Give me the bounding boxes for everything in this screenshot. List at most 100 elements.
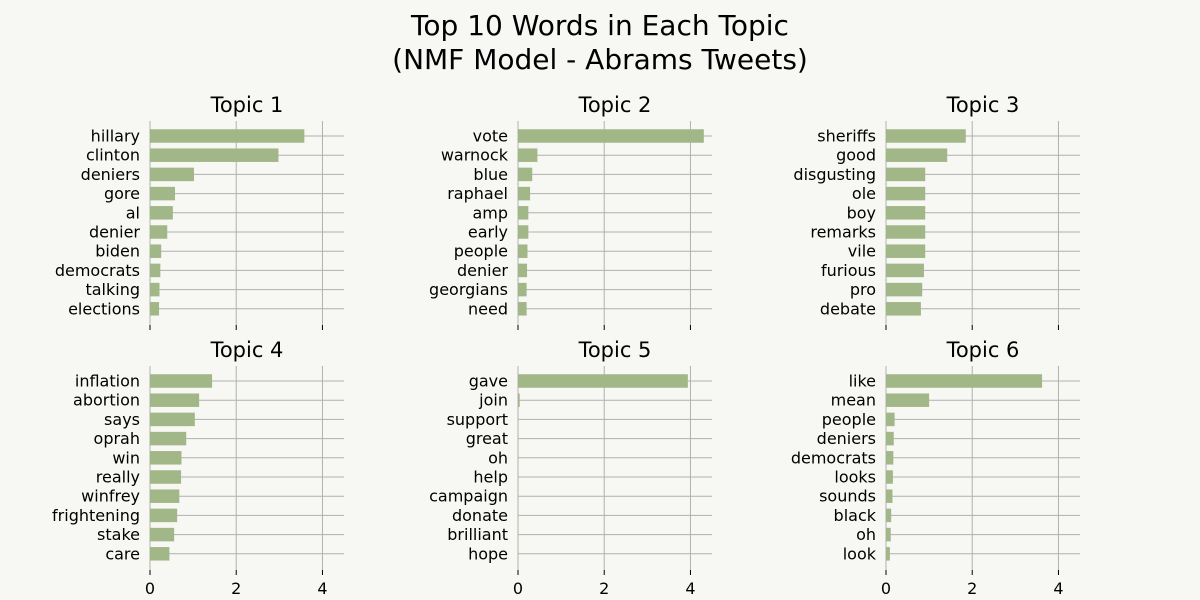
topic-4-label-inflation: inflation	[75, 372, 140, 391]
topic-1-panel: Topic 1 hillaryclintondeniersgorealdenier…	[55, 93, 344, 330]
topic-2-label-amp: amp	[472, 203, 508, 222]
topic-5-label-great: great	[466, 429, 508, 448]
topic-3-bar-furious	[886, 263, 924, 278]
topic-2-label-need: need	[468, 299, 508, 318]
topic-1-label-democrats: democrats	[55, 261, 140, 280]
topic-2-label-people: people	[454, 242, 508, 261]
topic-5-panel: Topic 5 0 2 4 gavejoinsupportgreatohhelpcamp…	[429, 338, 712, 598]
topic-6-label-people: people	[822, 410, 876, 429]
topic-2-bar-people	[518, 244, 528, 258]
topic-4-bar-inflation	[150, 374, 213, 388]
topic-4-xtick-label: 0	[145, 579, 155, 598]
topic-6-label-democrats: democrats	[791, 448, 876, 467]
topic-4-bar-care	[150, 547, 170, 561]
topic-5-label-oh: oh	[488, 448, 508, 467]
topic-3-label-furious: furious	[821, 261, 876, 280]
topic-4-bar-says	[150, 412, 195, 427]
topic-6-title: Topic 6	[946, 338, 1020, 362]
topic-4-bar-frightening	[150, 508, 178, 523]
topic-1-label-clinton: clinton	[86, 146, 140, 165]
topic-4-bar-winfrey	[150, 489, 180, 503]
topic-1-bar-democrats	[150, 263, 161, 278]
topic-2-label-raphael: raphael	[447, 184, 508, 203]
topic-6-label-oh: oh	[856, 525, 876, 544]
topic-4-bar-abortion	[150, 393, 200, 407]
topic-4-label-really: really	[96, 468, 140, 487]
topic-2-label-vote: vote	[473, 127, 508, 146]
topic-6-bar-mean	[886, 393, 930, 407]
topic-5-xtick-label: 0	[513, 579, 523, 598]
topic-6-bar-black	[886, 508, 892, 523]
topic-6-label-looks: looks	[834, 468, 876, 487]
topic-5-bar-gave	[518, 374, 688, 388]
topic-3-panel: Topic 3 sheriffsgooddisgustingoleboyremar…	[793, 93, 1080, 330]
topic-5-label-donate: donate	[452, 506, 508, 525]
topic-6-label-black: black	[834, 506, 877, 525]
topic-4-xtick-label: 4	[317, 579, 327, 598]
topic-1-bar-biden	[150, 244, 162, 258]
topic-2-bar-early	[518, 225, 529, 239]
topic-6-bar-democrats	[886, 451, 894, 465]
topic-1-bar-al	[150, 206, 173, 220]
topic-3-bar-boy	[886, 206, 926, 220]
topic-2-bar-vote	[518, 129, 704, 143]
topic-1-label-hillary: hillary	[91, 127, 140, 146]
topic-2-bar-warnock	[518, 148, 538, 162]
topic-6-panel: Topic 6 0 2 4 likemeanpeopledeniersdemocrats…	[791, 338, 1080, 598]
topic-1-label-talking: talking	[85, 280, 140, 299]
topic-3-label-sheriffs: sheriffs	[817, 127, 876, 146]
topic-2-label-blue: blue	[473, 165, 508, 184]
topic-3-label-debate: debate	[820, 299, 876, 318]
figure-title-line2: (NMF Model - Abrams Tweets)	[392, 43, 808, 76]
topic-4-label-frightening: frightening	[52, 506, 140, 525]
topic-4-xtick-label: 2	[231, 579, 241, 598]
topic-3-bar-sheriffs	[886, 129, 966, 143]
topic-2-panel: Topic 2 votewarnockblueraphaelampearlypeo…	[429, 93, 712, 330]
topic-5-label-gave: gave	[469, 372, 508, 391]
topic-3-label-ole: ole	[852, 184, 876, 203]
topic-3-bar-ole	[886, 186, 926, 201]
topic-6-xtick-label: 2	[967, 579, 977, 598]
topic-4-title: Topic 4	[210, 338, 284, 362]
topic-3-title: Topic 3	[946, 93, 1020, 117]
topic-1-title: Topic 1	[210, 93, 284, 117]
topic-6-bar-look	[886, 547, 890, 561]
topic-4-bar-oprah	[150, 431, 187, 446]
topic-2-bar-denier	[518, 263, 528, 278]
topic-1-bar-denier	[150, 225, 168, 239]
topic-6-label-sounds: sounds	[819, 487, 876, 506]
topic-3-label-vile: vile	[848, 242, 876, 261]
topic-1-bar-talking	[150, 282, 160, 297]
topic-4-bar-stake	[150, 527, 175, 542]
topic-4-bar-really	[150, 470, 182, 484]
topic-1-bar-gore	[150, 186, 176, 201]
topic-6-label-like: like	[849, 372, 876, 391]
topic-6-label-deniers: deniers	[817, 429, 876, 448]
topic-4-label-win: win	[112, 448, 140, 467]
topic-1-bar-elections	[150, 302, 160, 316]
topic-1-label-al: al	[126, 203, 140, 222]
topic-3-label-boy: boy	[847, 203, 876, 222]
topic-3-bar-remarks	[886, 225, 926, 239]
topic-5-label-help: help	[473, 468, 508, 487]
topic-5-title: Topic 5	[578, 338, 652, 362]
topic-4-panel: Topic 4 0 2 4 inflationabortionsaysoprahwinr…	[52, 338, 344, 598]
topic-5-label-campaign: campaign	[429, 487, 508, 506]
topic-5-xtick-label: 4	[685, 579, 695, 598]
topic-1-label-deniers: deniers	[81, 165, 140, 184]
topic-6-bar-looks	[886, 470, 893, 484]
topic-4-label-stake: stake	[97, 525, 140, 544]
topic-5-label-support: support	[447, 410, 508, 429]
topic-4-label-care: care	[105, 544, 140, 563]
topic-3-bar-vile	[886, 244, 926, 258]
topic-2-bar-raphael	[518, 186, 531, 201]
topic-4-label-oprah: oprah	[94, 429, 140, 448]
topic-2-bar-georgians	[518, 282, 527, 297]
topic-2-bar-blue	[518, 167, 533, 182]
topic-3-label-disgusting: disgusting	[793, 165, 876, 184]
topic-2-title: Topic 2	[578, 93, 652, 117]
topic-4-label-says: says	[104, 410, 140, 429]
topic-1-bar-deniers	[150, 167, 194, 182]
